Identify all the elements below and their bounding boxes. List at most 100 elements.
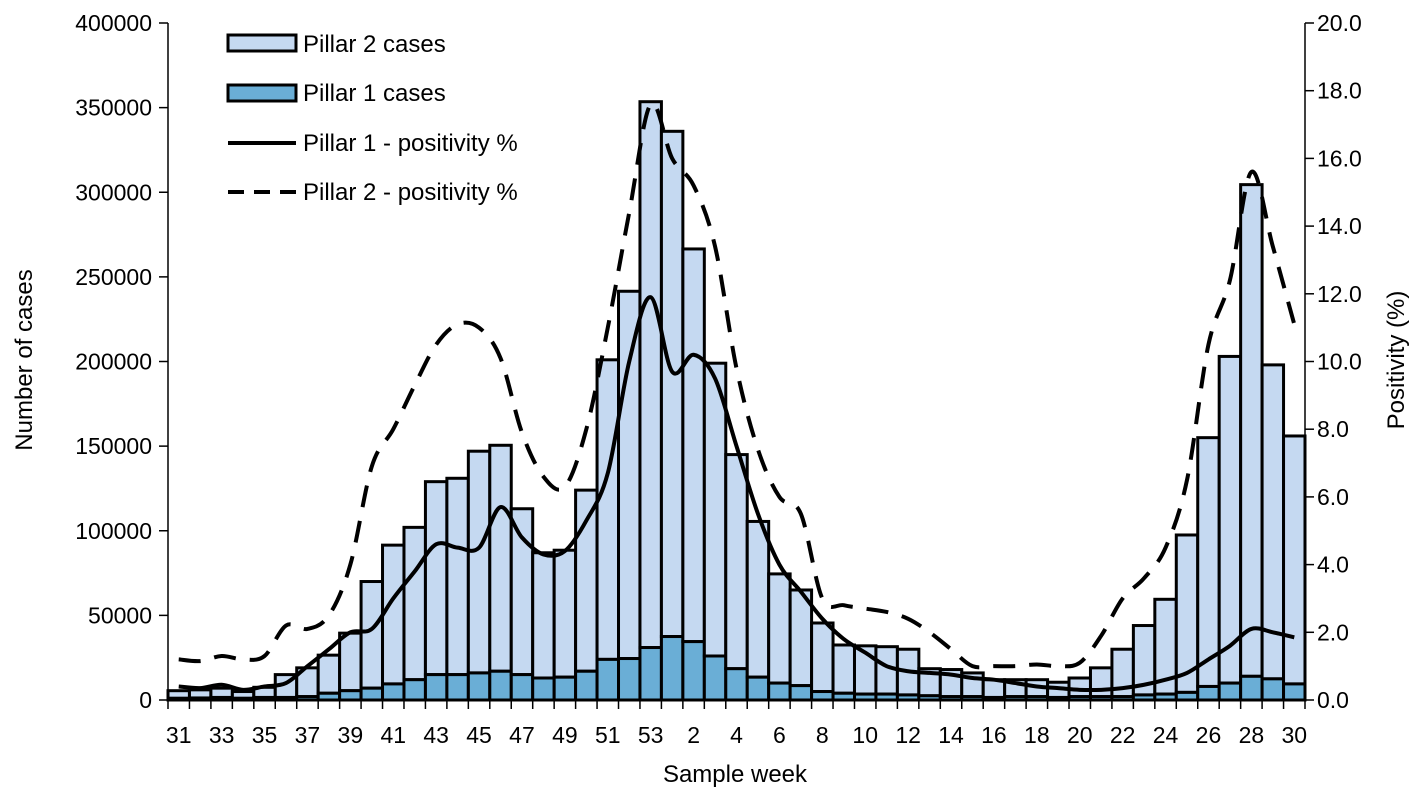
bar-pillar-2-week-43 — [423, 480, 449, 677]
bar-pillar-1-week-29 — [1260, 677, 1286, 702]
x-tick-label: 45 — [466, 722, 492, 748]
bar-pillar-2-week-3 — [702, 361, 728, 658]
bar-pillar-1-week-5 — [745, 675, 771, 702]
x-tick-label: 20 — [1067, 722, 1093, 748]
x-tick-label: 47 — [509, 722, 535, 748]
bar-pillar-1-week-45 — [466, 671, 492, 702]
x-tick-label: 28 — [1239, 722, 1265, 748]
y-axis-title: Number of cases — [11, 269, 38, 450]
bar-pillar-1-week-44 — [445, 673, 470, 702]
y-tick-label: 0 — [139, 687, 152, 713]
y2-tick-label: 6.0 — [1317, 484, 1349, 510]
bar-pillar-1-week-46 — [488, 669, 513, 702]
line-pillar-2-positivity — [178, 101, 1297, 670]
bar-pillar-2-week-2 — [681, 247, 706, 644]
x-tick-label: 24 — [1153, 722, 1179, 748]
x-tick-label: 43 — [423, 722, 449, 748]
bar-pillar-1-week-47 — [509, 673, 535, 702]
y2-tick-label: 2.0 — [1317, 619, 1349, 645]
bar-pillar-1-week-51 — [595, 657, 621, 702]
x-tick-label: 8 — [816, 722, 829, 748]
x-tick-label: 10 — [852, 722, 878, 748]
bar-pillar-1-week-6 — [767, 681, 792, 702]
bar-pillar-1-week-28 — [1239, 674, 1264, 702]
bars-layer — [166, 100, 1307, 702]
bar-pillar-2-week-8 — [810, 621, 835, 694]
bar-pillar-2-week-41 — [381, 543, 406, 686]
legend-swatch-pillar-1 — [226, 83, 298, 103]
x-tick-label: 31 — [166, 722, 192, 748]
bar-pillar-2-week-38 — [316, 653, 342, 695]
bar-pillar-1-week-49 — [552, 675, 578, 702]
y-tick-label: 50000 — [88, 602, 152, 628]
x-tick-label: 49 — [552, 722, 578, 748]
bar-pillar-1-week-23 — [1131, 693, 1157, 702]
bar-pillar-1-week-42 — [402, 678, 427, 702]
y2-tick-label: 8.0 — [1317, 416, 1349, 442]
bar-pillar-1-week-3 — [702, 654, 728, 702]
bar-pillar-1-week-7 — [788, 684, 814, 702]
y2-tick-label: 14.0 — [1317, 213, 1362, 239]
x-tick-label: 41 — [380, 722, 406, 748]
bar-pillar-2-week-6 — [767, 572, 792, 685]
axes-layer: 0 50000 100000 150000 200000 250000 300000 3500… — [75, 10, 1362, 748]
bar-pillar-2-week-20 — [1067, 676, 1092, 699]
y2-tick-label: 20.0 — [1317, 10, 1362, 36]
y2-tick-label: 12.0 — [1317, 281, 1362, 307]
bar-pillar-1-week-39 — [338, 689, 363, 702]
bar-pillar-1-week-11 — [874, 692, 899, 702]
bar-pillar-2-week-26 — [1196, 436, 1221, 688]
x-tick-label: 16 — [981, 722, 1007, 748]
bar-pillar-2-week-5 — [745, 519, 771, 679]
x-tick-label: 30 — [1281, 722, 1307, 748]
bar-pillar-2-week-28 — [1239, 183, 1264, 678]
y-tick-label: 100000 — [75, 518, 152, 544]
x-tick-label: 18 — [1024, 722, 1050, 748]
bar-pillar-2-week-44 — [445, 476, 470, 677]
lines-layer — [178, 101, 1297, 693]
bar-pillar-1-week-4 — [724, 667, 749, 702]
bar-pillar-1-week-25 — [1174, 690, 1200, 702]
y2-tick-label: 10.0 — [1317, 349, 1362, 375]
y-tick-label: 150000 — [75, 433, 152, 459]
bar-pillar-2-week-42 — [402, 525, 427, 682]
legend-label-pillar-2-positivity: Pillar 2 - positivity % — [303, 179, 518, 206]
bar-pillar-2-week-4 — [724, 453, 749, 671]
legend: Pillar 2 cases Pillar 1 cases Pillar 1 -… — [226, 31, 518, 206]
bar-pillar-1-week-10 — [852, 692, 878, 702]
bar-pillar-2-week-48 — [531, 551, 556, 680]
bar-pillar-2-week-47 — [509, 507, 535, 677]
bar-pillar-2-week-27 — [1217, 354, 1243, 685]
bar-pillar-1-week-41 — [381, 682, 406, 702]
bar-pillar-1-week-40 — [359, 686, 385, 702]
y-tick-label: 200000 — [75, 349, 152, 375]
x-tick-label: 37 — [295, 722, 321, 748]
legend-label-pillar-1: Pillar 1 cases — [303, 80, 446, 107]
x-tick-label: 33 — [209, 722, 235, 748]
x-tick-label: 51 — [595, 722, 621, 748]
x-tick-label: 53 — [638, 722, 664, 748]
bar-pillar-1-week-2 — [681, 640, 706, 702]
bar-pillar-2-week-52 — [617, 289, 642, 661]
bar-pillar-1-week-9 — [831, 691, 856, 702]
y-tick-label: 250000 — [75, 264, 152, 290]
bar-pillar-1-week-27 — [1217, 681, 1243, 702]
bar-pillar-2-week-53 — [638, 100, 663, 650]
x-axis-title: Sample week — [663, 761, 808, 788]
bar-pillar-2-week-21 — [1088, 666, 1114, 699]
bar-pillar-2-week-46 — [488, 443, 513, 673]
bar-pillar-2-week-51 — [595, 358, 621, 661]
y-tick-label: 400000 — [75, 10, 152, 36]
x-tick-label: 4 — [730, 722, 743, 748]
bar-pillar-1-week-43 — [423, 673, 449, 702]
bar-pillar-1-week-38 — [316, 691, 342, 702]
x-tick-label: 39 — [338, 722, 364, 748]
bar-pillar-1-week-48 — [531, 676, 556, 702]
bar-pillar-1-week-1 — [659, 635, 685, 702]
bar-pillar-1-week-50 — [574, 669, 599, 702]
y-tick-label: 350000 — [75, 95, 152, 121]
y2-tick-label: 16.0 — [1317, 145, 1362, 171]
legend-swatch-pillar-2 — [226, 33, 298, 53]
y2-tick-label: 0.0 — [1317, 687, 1349, 713]
